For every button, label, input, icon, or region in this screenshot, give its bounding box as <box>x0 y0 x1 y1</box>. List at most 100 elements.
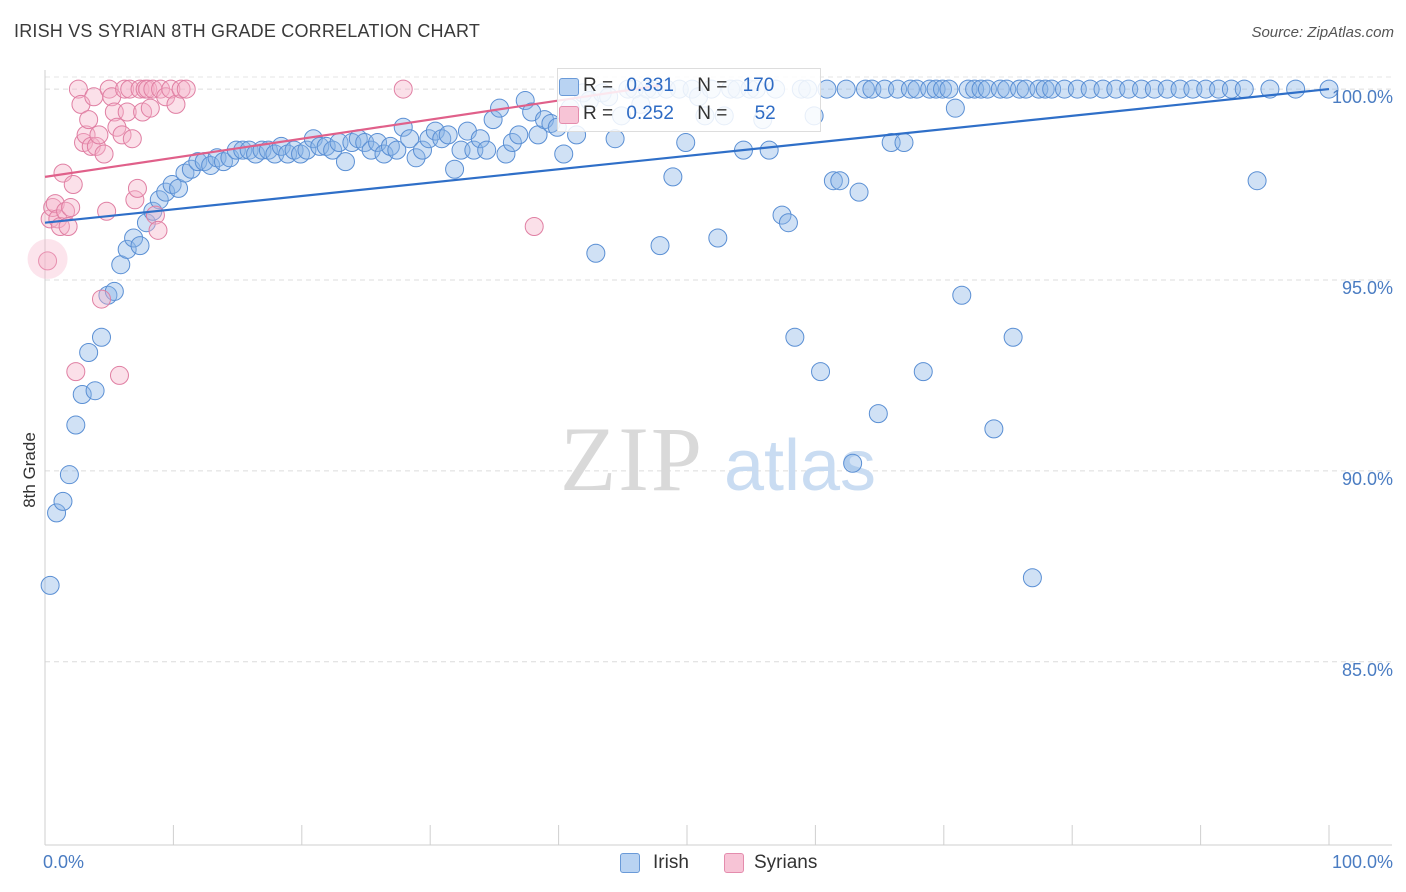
syrians-point <box>91 289 111 309</box>
irish-point <box>1035 79 1055 99</box>
irish-point <box>823 171 843 191</box>
irish-point <box>1286 79 1306 99</box>
y-tick-label-85: 85.0% <box>1341 660 1393 680</box>
irish-point <box>772 205 792 225</box>
syrians-point <box>176 79 196 99</box>
irish-point <box>470 129 490 149</box>
irish-point <box>554 144 574 164</box>
irish-point <box>843 453 863 473</box>
irish-point <box>85 381 105 401</box>
irish-point <box>855 79 875 99</box>
axes <box>44 70 1392 846</box>
irish-point <box>811 362 831 382</box>
legend-swatch-irish <box>620 853 640 873</box>
y-tick-label-100: 100.0% <box>1331 87 1393 107</box>
irish-point <box>1010 79 1030 99</box>
syrians-point-large <box>27 238 68 279</box>
irish-point <box>836 79 856 99</box>
irish-point <box>952 285 972 305</box>
irish-point <box>130 236 150 256</box>
irish-point <box>759 140 779 160</box>
legend-n-label: N = <box>697 103 728 124</box>
irish-point <box>984 419 1004 439</box>
legend-r-irish: 0.331 <box>626 75 674 96</box>
irish-point <box>502 133 522 153</box>
syrians-point <box>171 79 191 99</box>
irish-point <box>201 155 221 175</box>
syrians-point <box>99 79 119 99</box>
irish-point <box>933 79 953 99</box>
irish-point <box>47 503 67 523</box>
irish-point <box>477 140 497 160</box>
irish-point <box>676 133 696 153</box>
irish-point <box>188 152 208 172</box>
grid-lines <box>45 76 1392 663</box>
legend-n-syrians: 52 <box>754 103 776 124</box>
legend-row-syrians: R = 0.252 N = 52 <box>559 103 776 125</box>
watermark-zip: ZIP <box>560 408 704 510</box>
irish-point <box>509 125 529 145</box>
syrians-point <box>166 94 186 114</box>
legend-n-irish: 170 <box>742 75 775 96</box>
syrians-point <box>66 362 86 382</box>
x-tick-label-min: 0.0% <box>43 852 85 872</box>
syrians-point <box>61 197 81 217</box>
syrians-point <box>48 209 68 229</box>
syrians-point <box>38 251 58 271</box>
irish-point <box>406 148 426 168</box>
syrians-point <box>94 144 114 164</box>
syrians-point <box>140 98 160 118</box>
syrians-point <box>45 194 65 214</box>
syrians-point <box>63 175 83 195</box>
syrians-point <box>89 125 109 145</box>
irish-point <box>124 228 144 248</box>
syrians-point <box>524 217 544 237</box>
legend-r-label: R = <box>583 103 614 124</box>
irish-point <box>53 491 73 511</box>
x-tick-label-max: 100.0% <box>1331 852 1393 872</box>
irish-point <box>335 152 355 172</box>
syrians-point <box>79 110 99 130</box>
legend-swatch-irish <box>559 78 579 96</box>
irish-point <box>913 362 933 382</box>
irish-point <box>361 140 381 160</box>
irish-point <box>445 159 465 179</box>
irish-point <box>605 129 625 149</box>
legend-r-label: R = <box>583 75 614 96</box>
legend-row-irish: R = 0.331 N = 170 <box>559 75 775 97</box>
syrians-point <box>112 125 132 145</box>
irish-point <box>72 385 92 405</box>
irish-point <box>900 79 920 99</box>
irish-point <box>785 327 805 347</box>
irish-point <box>438 125 458 145</box>
irish-point <box>496 144 516 164</box>
irish-point <box>412 140 432 160</box>
legend-swatch-syrians <box>559 106 579 124</box>
irish-point <box>40 575 60 595</box>
irish-point <box>91 327 111 347</box>
irish-point <box>66 415 86 435</box>
source-label: Source: ZipAtlas.com <box>1251 24 1394 41</box>
irish-point <box>868 404 888 424</box>
watermark-atlas: atlas <box>724 426 876 506</box>
syrians-point <box>125 190 145 210</box>
syrians-point <box>109 365 129 385</box>
irish-point <box>708 228 728 248</box>
chart-title: IRISH VS SYRIAN 8TH GRADE CORRELATION CH… <box>14 21 481 41</box>
syrians-point <box>68 79 88 99</box>
irish-point <box>1247 171 1267 191</box>
irish-point <box>297 140 317 160</box>
syrians-point <box>148 220 168 240</box>
irish-point <box>1022 568 1042 588</box>
syrians-point <box>58 217 78 237</box>
irish-point <box>323 140 343 160</box>
irish-point <box>663 167 683 187</box>
legend-r-syrians: 0.252 <box>626 103 674 124</box>
syrians-point <box>122 129 142 149</box>
irish-point <box>400 129 420 149</box>
watermark: ZIP atlas <box>560 408 876 510</box>
legend-n-label: N = <box>697 75 728 96</box>
irish-point <box>149 190 169 210</box>
y-tick-label-95: 95.0% <box>1341 278 1393 298</box>
